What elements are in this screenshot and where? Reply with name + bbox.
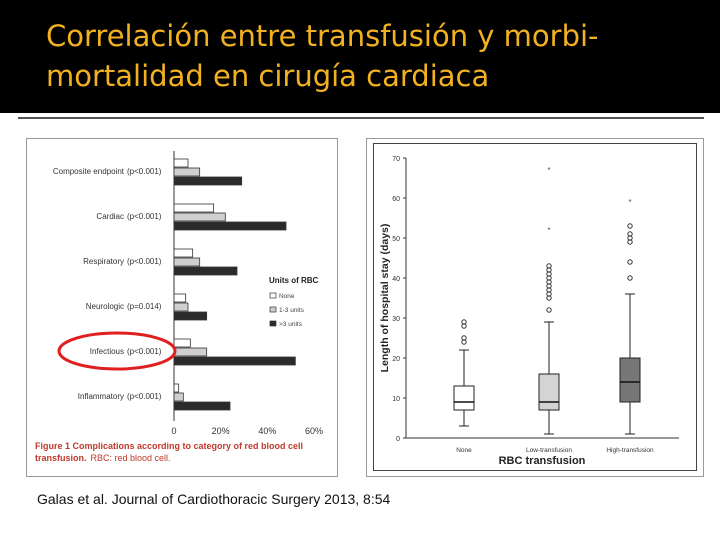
- legend-title: Units of RBC: [269, 276, 319, 285]
- p-value-label: (p<0.001): [127, 347, 162, 356]
- extreme-point: *: [547, 166, 550, 175]
- y-tick-label: 0: [396, 436, 400, 443]
- caption-line-1: Figure 1 Complications according to cate…: [35, 441, 303, 451]
- p-value-label: (p<0.001): [127, 392, 162, 401]
- outlier-point: [546, 263, 552, 269]
- bar: [173, 212, 226, 222]
- outlier-point: [627, 231, 633, 237]
- outlier-point: [627, 259, 633, 265]
- bar: [173, 392, 184, 402]
- y-tick-label: 70: [392, 156, 400, 163]
- legend-swatch: [269, 306, 277, 313]
- category-label: None: [456, 447, 472, 454]
- bar: [173, 158, 189, 168]
- box: [538, 373, 560, 411]
- category-label: Neurologic: [86, 302, 124, 311]
- hospital-stay-frame: 0 10 20 30 40 50 60 70 Length of hospital stay (…: [373, 143, 697, 471]
- box: [453, 385, 475, 411]
- bar: [173, 347, 208, 357]
- bar: [173, 257, 201, 267]
- bar: [173, 167, 201, 177]
- outlier-point: [627, 275, 633, 281]
- category-label: Composite endpoint: [53, 167, 125, 176]
- bar: [173, 266, 238, 276]
- y-tick-label: 10: [392, 396, 400, 403]
- caption-line-2: transfusion. RBC: red blood cell.: [35, 453, 171, 463]
- bar: [173, 383, 180, 393]
- y-tick-label: 40: [392, 276, 400, 283]
- bar: [173, 176, 243, 186]
- y-tick-label: 60: [392, 196, 400, 203]
- complications-bar-chart: 0 20% 40% 60%Composite endpoint (p<0.001)Car…: [35, 151, 323, 463]
- bar: [173, 401, 231, 411]
- caption-rest: RBC: red blood cell.: [91, 453, 171, 463]
- slide-title-line-2: mortalidad en cirugía cardiaca: [46, 59, 490, 93]
- title-separator: [18, 117, 704, 119]
- outlier-point: [461, 319, 467, 325]
- y-tick-label: 20: [392, 356, 400, 363]
- y-tick-label: 50: [392, 236, 400, 243]
- bar: [173, 203, 215, 213]
- highlight-ellipse: [57, 331, 177, 371]
- outlier-point: [627, 223, 633, 229]
- complications-figure: 0 20% 40% 60% Composite endpoint (p<0.001) Car…: [26, 138, 338, 477]
- bar: [173, 356, 296, 366]
- outlier-point: [546, 307, 552, 313]
- caption-bold-end: transfusion.: [35, 453, 87, 463]
- category-label: Respiratory: [83, 257, 124, 266]
- hospital-stay-boxplot: 0 10 20 30 40 50 60 70 Length of hospital stay (…: [379, 156, 679, 467]
- p-value-label: (p<0.001): [127, 212, 162, 221]
- extreme-point: *: [547, 226, 550, 235]
- bar: [173, 311, 208, 321]
- slide-title-line-1: Correlación entre transfusión y morbi-: [46, 19, 599, 53]
- x-axis-label: RBC transfusion: [499, 455, 586, 467]
- box: [619, 357, 641, 403]
- legend-label: 1-3 units: [279, 307, 305, 314]
- legend-swatch: [269, 292, 277, 299]
- bar: [173, 221, 287, 231]
- bar: [173, 302, 189, 312]
- legend-label: >3 units: [279, 321, 303, 328]
- x-tick-label: 60%: [305, 426, 323, 436]
- category-label: High-transfusion: [606, 447, 654, 454]
- citation: Galas et al. Journal of Cardiothoracic S…: [37, 491, 391, 507]
- category-label: Infectious: [90, 347, 124, 356]
- slide-title: Correlación entre transfusión y morbi- m…: [46, 16, 706, 96]
- legend-label: None: [279, 293, 295, 300]
- category-label: Low-transfusion: [526, 447, 572, 454]
- bar: [173, 338, 191, 348]
- outlier-point: [461, 335, 467, 341]
- x-tick-label: 40%: [258, 426, 276, 436]
- p-value-label: (p<0.001): [127, 167, 162, 176]
- x-tick-label: 0: [171, 426, 176, 436]
- category-label: Inflammatory: [78, 392, 124, 401]
- bar: [173, 293, 187, 303]
- legend-swatch: [269, 320, 277, 327]
- p-value-label: (p<0.001): [127, 257, 162, 266]
- bar: [173, 248, 194, 258]
- hospital-stay-figure: 0 10 20 30 40 50 60 70 Length of hospital stay (…: [366, 138, 704, 477]
- category-label: Cardiac: [96, 212, 124, 221]
- x-tick-label: 20%: [212, 426, 230, 436]
- y-tick-label: 30: [392, 316, 400, 323]
- y-axis-label: Length of hospital stay (days): [379, 224, 391, 373]
- title-bar: Correlación entre transfusión y morbi- m…: [0, 0, 720, 113]
- extreme-point: *: [628, 198, 631, 207]
- p-value-label: (p=0.014): [127, 302, 162, 311]
